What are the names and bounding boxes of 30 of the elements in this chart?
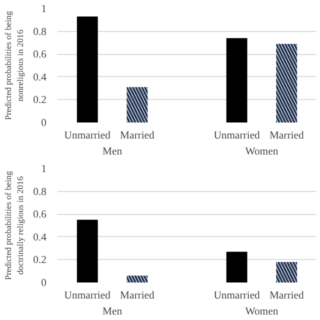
y-axis-title: Predicted probabilities of being doctrinally religious in 2016	[3, 170, 26, 280]
x-tick-label: Married	[269, 130, 304, 142]
x-tick-label: Married	[120, 290, 156, 302]
y-tick-label: 0.8	[33, 186, 47, 198]
y-tick-label: 0.2	[33, 95, 47, 106]
y-tick-label: 0.6	[33, 50, 48, 61]
y-axis-title: Predicted probabilities of being nonreligious in 2016	[3, 10, 26, 120]
x-tick-label: Unmarried	[64, 130, 112, 142]
y-tick-label: 0	[41, 278, 46, 289]
x-tick-label: Married	[120, 130, 156, 142]
bar	[76, 16, 98, 122]
text: Men	[102, 146, 123, 158]
text: Women	[245, 146, 279, 158]
x-tick-label: Unmarried	[214, 290, 261, 302]
y-tick-label: 0.4	[33, 232, 48, 244]
y-tick-label: 1	[41, 4, 46, 15]
x-tick-label: Unmarried	[64, 290, 112, 302]
text: Women	[245, 306, 279, 318]
bar	[226, 38, 248, 122]
x-tick-label: Married	[269, 290, 304, 302]
y-tick-label: 0.6	[33, 210, 48, 221]
y-tick-label: 0.2	[33, 255, 47, 266]
bar	[226, 252, 248, 282]
bar	[76, 220, 98, 282]
x-tick-label: Unmarried	[214, 130, 261, 142]
y-tick-label: 1	[41, 164, 46, 175]
y-tick-label: 0	[41, 118, 46, 129]
y-tick-label: 0.8	[33, 26, 47, 38]
text: Men	[102, 306, 123, 318]
y-tick-label: 0.4	[33, 72, 48, 84]
